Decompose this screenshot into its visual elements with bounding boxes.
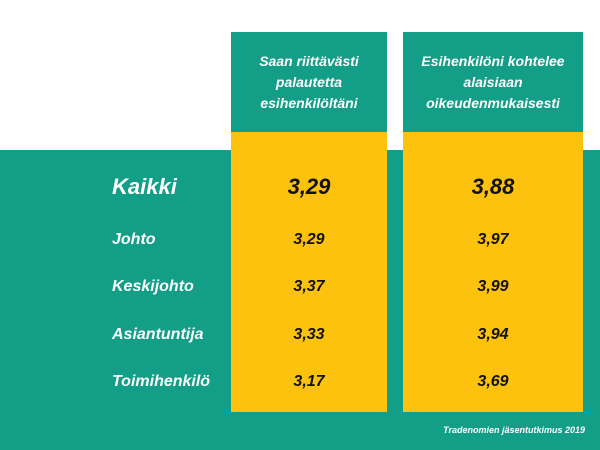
cell-toimihenkilo-fairness: 3,69 (477, 373, 509, 390)
cell-keskijohto-feedback: 3,37 (293, 278, 325, 295)
column-header-fairness: Esihenkilöni kohtelee alaisiaan oikeuden… (403, 32, 583, 132)
column-header-feedback-line-3: esihenkilöltäni (260, 94, 358, 111)
source-caption: Tradenomien jäsentutkimus 2019 (443, 425, 585, 435)
column-header-feedback-line-2: palautetta (275, 73, 343, 90)
column-header-feedback-line-1: Saan riittävästi (259, 52, 359, 69)
column-header-fairness-line-3: oikeudenmukaisesti (426, 94, 560, 111)
row-label-johto: Johto (112, 231, 156, 248)
cell-kaikki-feedback: 3,29 (287, 174, 331, 199)
column-header-fairness-line-1: Esihenkilöni kohtelee (421, 52, 565, 69)
column-header-feedback: Saan riittävästi palautetta esihenkilölt… (231, 32, 387, 132)
column-body-fairness (403, 132, 583, 412)
cell-asiantuntija-feedback: 3,33 (293, 326, 325, 343)
row-label-asiantuntija: Asiantuntija (112, 326, 204, 343)
cell-toimihenkilo-feedback: 3,17 (293, 373, 325, 390)
cell-johto-feedback: 3,29 (293, 231, 325, 248)
cell-keskijohto-fairness: 3,99 (477, 278, 509, 295)
cell-kaikki-fairness: 3,88 (471, 174, 515, 199)
row-label-keskijohto: Keskijohto (112, 278, 194, 295)
row-label-toimihenkilo: Toimihenkilö (112, 373, 211, 390)
cell-johto-fairness: 3,97 (477, 231, 509, 248)
column-body-feedback (231, 132, 387, 412)
column-header-fairness-line-2: alaisiaan (463, 73, 523, 90)
cell-asiantuntija-fairness: 3,94 (477, 326, 509, 343)
row-label-kaikki: Kaikki (112, 174, 177, 199)
